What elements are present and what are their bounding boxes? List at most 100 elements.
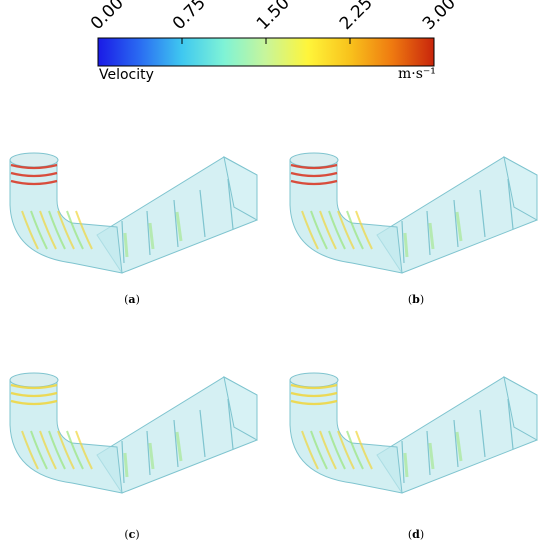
divider-plane-1 <box>146 430 151 476</box>
inlet-band-2 <box>290 399 338 406</box>
divider-plane-0 <box>401 220 405 264</box>
elbow-streak-6 <box>355 210 373 250</box>
divider-plane-3 <box>479 189 486 238</box>
inlet-band-1 <box>10 391 58 398</box>
elbow-body <box>289 379 403 494</box>
elbow-body <box>289 159 403 274</box>
divider-plane-0 <box>121 220 125 264</box>
colorbar-label: Velocity <box>99 67 154 83</box>
elbow-body <box>9 379 123 494</box>
plane-streak-1 <box>428 222 435 250</box>
colorbar-bar <box>97 37 435 67</box>
divider-plane-1 <box>426 210 431 256</box>
elbow-streak-5 <box>346 430 364 470</box>
elbow-streak-1 <box>310 430 328 470</box>
plane-streak-1 <box>148 442 155 470</box>
draft-tube-render-d <box>289 372 538 494</box>
divider-plane-2 <box>453 419 459 468</box>
elbow-streak-2 <box>39 210 57 250</box>
plane-streak-1 <box>428 442 435 470</box>
elbow-streak-6 <box>75 430 93 470</box>
elbow-streak-0 <box>301 430 319 470</box>
inlet-cone <box>9 152 59 168</box>
divider-plane-3 <box>199 409 206 458</box>
divider-plane-3 <box>479 409 486 458</box>
elbow-streak-0 <box>21 210 39 250</box>
panel-b <box>280 140 550 280</box>
divider-plane-4 <box>507 398 514 450</box>
divider-plane-2 <box>173 419 179 468</box>
elbow-streak-0 <box>21 430 39 470</box>
panel-a <box>0 140 275 280</box>
inlet-band-1 <box>290 171 338 178</box>
divider-plane-0 <box>401 440 405 484</box>
divider-plane-1 <box>426 430 431 476</box>
caption-d: (d) <box>407 528 425 541</box>
plane-streak-2 <box>455 431 463 462</box>
elbow-streak-3 <box>48 430 66 470</box>
elbow-streak-2 <box>319 430 337 470</box>
inlet-band-0 <box>290 163 338 170</box>
plane-streak-0 <box>123 232 129 258</box>
plane-streak-1 <box>148 222 155 250</box>
inlet-band-2 <box>10 179 58 186</box>
draft-tube-render-b <box>289 152 538 274</box>
draft-tube-render-a <box>9 152 258 274</box>
elbow-streak-5 <box>66 430 84 470</box>
inlet-band-0 <box>290 383 338 390</box>
elbow-streak-3 <box>328 430 346 470</box>
draft-tube-3 <box>289 372 538 494</box>
elbow-body <box>9 159 123 274</box>
divider-plane-2 <box>173 199 179 248</box>
plane-streak-2 <box>175 431 183 462</box>
divider-plane-1 <box>146 210 151 256</box>
draft-tube-0 <box>9 152 258 274</box>
inlet-cone <box>289 372 339 388</box>
draft-tube-render-c <box>9 372 258 494</box>
divider-plane-4 <box>227 178 234 230</box>
elbow-streak-5 <box>346 210 364 250</box>
diffuser-outlet <box>503 376 538 441</box>
elbow-streak-2 <box>319 210 337 250</box>
divider-plane-0 <box>121 440 125 484</box>
inlet-band-1 <box>10 171 58 178</box>
elbow-streak-6 <box>75 210 93 250</box>
elbow-streak-1 <box>310 210 328 250</box>
elbow-streak-1 <box>30 430 48 470</box>
elbow-streak-6 <box>355 430 373 470</box>
plane-streak-0 <box>403 452 409 478</box>
diffuser-outlet <box>223 376 258 441</box>
draft-tube-1 <box>289 152 538 274</box>
plane-streak-0 <box>403 232 409 258</box>
divider-plane-3 <box>199 189 206 238</box>
elbow-streak-4 <box>57 210 75 250</box>
panel-c <box>0 360 275 500</box>
diffuser-outlet <box>223 156 258 221</box>
inlet-band-0 <box>10 163 58 170</box>
plane-streak-2 <box>455 211 463 242</box>
elbow-streak-3 <box>328 210 346 250</box>
plane-streak-2 <box>175 211 183 242</box>
caption-a: (a) <box>124 293 140 306</box>
inlet-band-2 <box>10 399 58 406</box>
inlet-band-2 <box>290 179 338 186</box>
inlet-cone <box>289 152 339 168</box>
elbow-streak-4 <box>57 430 75 470</box>
diffuser-outlet <box>503 156 538 221</box>
elbow-streak-2 <box>39 430 57 470</box>
elbow-streak-1 <box>30 210 48 250</box>
inlet-cone <box>9 372 59 388</box>
plane-streak-0 <box>123 452 129 478</box>
divider-plane-2 <box>453 199 459 248</box>
elbow-streak-4 <box>337 210 355 250</box>
caption-b: (b) <box>407 293 425 306</box>
caption-c: (c) <box>124 528 140 541</box>
draft-tube-2 <box>9 372 258 494</box>
colorbar-tick-marks <box>97 38 435 44</box>
inlet-band-1 <box>290 391 338 398</box>
elbow-streak-5 <box>66 210 84 250</box>
divider-plane-4 <box>227 398 234 450</box>
colorbar-unit: m·s⁻¹ <box>398 66 436 82</box>
panel-d <box>280 360 550 500</box>
